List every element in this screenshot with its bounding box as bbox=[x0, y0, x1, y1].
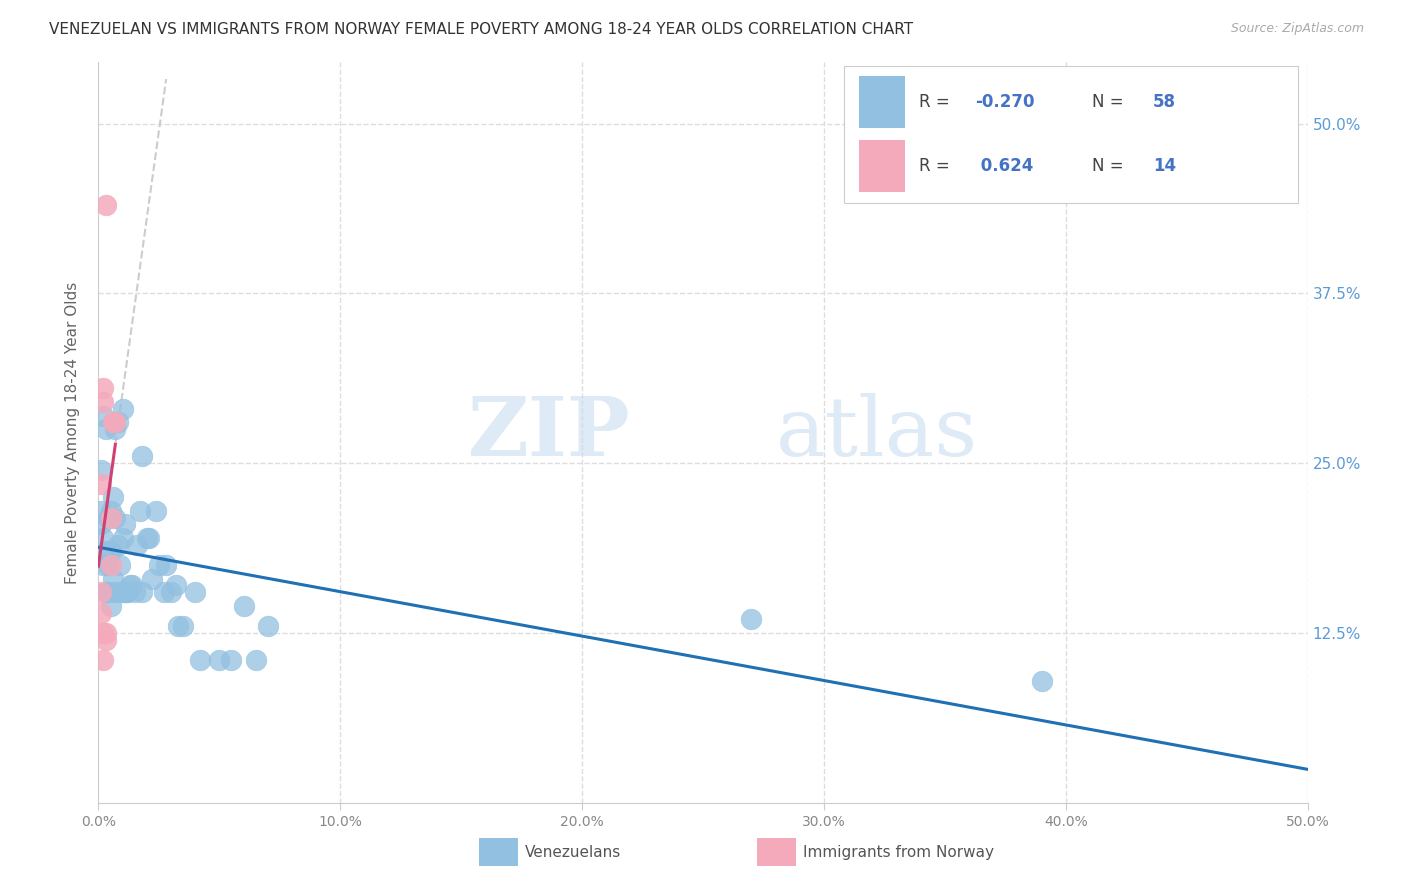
Point bbox=[97, 585, 120, 599]
Point bbox=[148, 558, 170, 572]
Point bbox=[111, 531, 134, 545]
Point bbox=[740, 612, 762, 626]
FancyBboxPatch shape bbox=[859, 76, 905, 128]
Point bbox=[108, 585, 131, 599]
Point bbox=[90, 463, 112, 477]
Text: atlas: atlas bbox=[776, 392, 977, 473]
Point bbox=[141, 572, 163, 586]
Point bbox=[104, 416, 127, 430]
Point bbox=[111, 585, 134, 599]
Point bbox=[108, 558, 131, 572]
Point bbox=[104, 585, 127, 599]
Point bbox=[167, 619, 190, 633]
Point bbox=[91, 395, 114, 409]
Point bbox=[172, 619, 194, 633]
Text: ZIP: ZIP bbox=[468, 392, 630, 473]
Point bbox=[100, 510, 122, 524]
Point bbox=[114, 585, 136, 599]
Text: Source: ZipAtlas.com: Source: ZipAtlas.com bbox=[1230, 22, 1364, 36]
Point bbox=[104, 422, 127, 436]
Point bbox=[91, 558, 114, 572]
Text: -0.270: -0.270 bbox=[976, 93, 1035, 111]
Point bbox=[131, 585, 153, 599]
Point bbox=[117, 585, 139, 599]
Point bbox=[117, 585, 139, 599]
Point bbox=[91, 531, 114, 545]
Point bbox=[97, 510, 120, 524]
Point bbox=[90, 476, 112, 491]
Point bbox=[101, 416, 124, 430]
Text: VENEZUELAN VS IMMIGRANTS FROM NORWAY FEMALE POVERTY AMONG 18-24 YEAR OLDS CORREL: VENEZUELAN VS IMMIGRANTS FROM NORWAY FEM… bbox=[49, 22, 914, 37]
Point bbox=[90, 517, 112, 532]
Point bbox=[94, 422, 117, 436]
Point bbox=[94, 632, 117, 647]
Point bbox=[94, 198, 117, 212]
Point bbox=[135, 531, 157, 545]
Point bbox=[114, 517, 136, 532]
Text: 58: 58 bbox=[1153, 93, 1175, 111]
Point bbox=[188, 653, 211, 667]
Point bbox=[165, 578, 187, 592]
Point bbox=[221, 653, 243, 667]
Point bbox=[100, 544, 122, 558]
Point bbox=[90, 585, 112, 599]
Text: 0.624: 0.624 bbox=[976, 157, 1033, 175]
Point bbox=[94, 585, 117, 599]
Point bbox=[128, 504, 150, 518]
FancyBboxPatch shape bbox=[479, 838, 517, 866]
Point bbox=[107, 416, 129, 430]
Point bbox=[101, 572, 124, 586]
Point bbox=[94, 544, 117, 558]
Point bbox=[90, 606, 112, 620]
Text: R =: R = bbox=[920, 93, 956, 111]
Point bbox=[138, 531, 160, 545]
Point bbox=[107, 538, 129, 552]
Point bbox=[245, 653, 267, 667]
Point bbox=[145, 504, 167, 518]
Point bbox=[97, 558, 120, 572]
Point bbox=[100, 558, 122, 572]
Point bbox=[104, 510, 127, 524]
Point bbox=[94, 626, 117, 640]
Point bbox=[100, 599, 122, 613]
Point bbox=[118, 578, 141, 592]
Point bbox=[124, 585, 146, 599]
Text: N =: N = bbox=[1092, 93, 1129, 111]
Text: R =: R = bbox=[920, 157, 956, 175]
Text: 14: 14 bbox=[1153, 157, 1175, 175]
FancyBboxPatch shape bbox=[758, 838, 796, 866]
Point bbox=[121, 578, 143, 592]
Text: N =: N = bbox=[1092, 157, 1129, 175]
Point bbox=[131, 450, 153, 464]
Point bbox=[111, 401, 134, 416]
Point bbox=[160, 585, 183, 599]
Point bbox=[155, 558, 177, 572]
Point bbox=[100, 504, 122, 518]
Point bbox=[91, 653, 114, 667]
Point bbox=[91, 626, 114, 640]
Point bbox=[256, 619, 278, 633]
Point bbox=[1031, 673, 1053, 688]
Text: Immigrants from Norway: Immigrants from Norway bbox=[803, 845, 994, 860]
FancyBboxPatch shape bbox=[859, 140, 905, 192]
Point bbox=[91, 409, 114, 423]
Y-axis label: Female Poverty Among 18-24 Year Olds: Female Poverty Among 18-24 Year Olds bbox=[65, 282, 80, 583]
Point bbox=[152, 585, 174, 599]
Point bbox=[90, 504, 112, 518]
Point bbox=[91, 382, 114, 396]
Text: Venezuelans: Venezuelans bbox=[526, 845, 621, 860]
Point bbox=[184, 585, 207, 599]
Point bbox=[232, 599, 254, 613]
Point bbox=[101, 490, 124, 504]
FancyBboxPatch shape bbox=[845, 66, 1298, 203]
Point bbox=[208, 653, 231, 667]
Point bbox=[127, 538, 149, 552]
